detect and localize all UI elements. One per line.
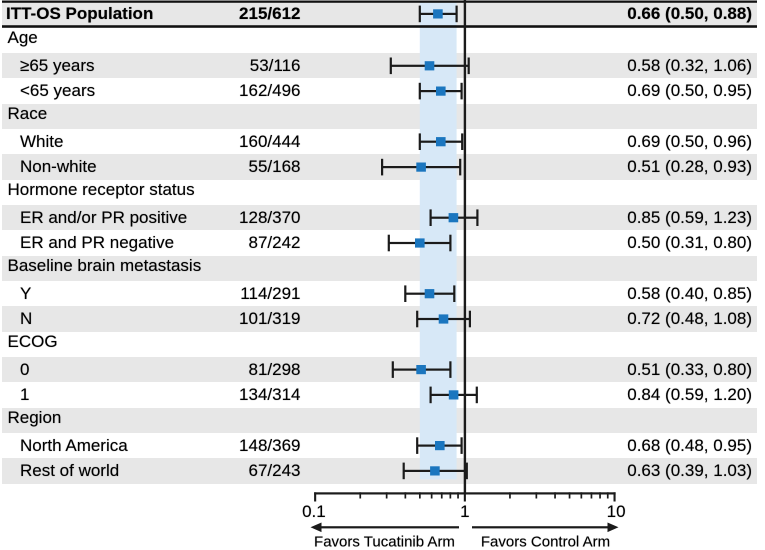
svg-text:Favors Control Arm: Favors Control Arm bbox=[481, 534, 610, 550]
svg-text:0.1: 0.1 bbox=[302, 502, 326, 521]
svg-text:Favors Tucatinib Arm: Favors Tucatinib Arm bbox=[314, 534, 455, 550]
svg-text:1: 1 bbox=[460, 502, 469, 521]
svg-text:10: 10 bbox=[607, 502, 626, 521]
